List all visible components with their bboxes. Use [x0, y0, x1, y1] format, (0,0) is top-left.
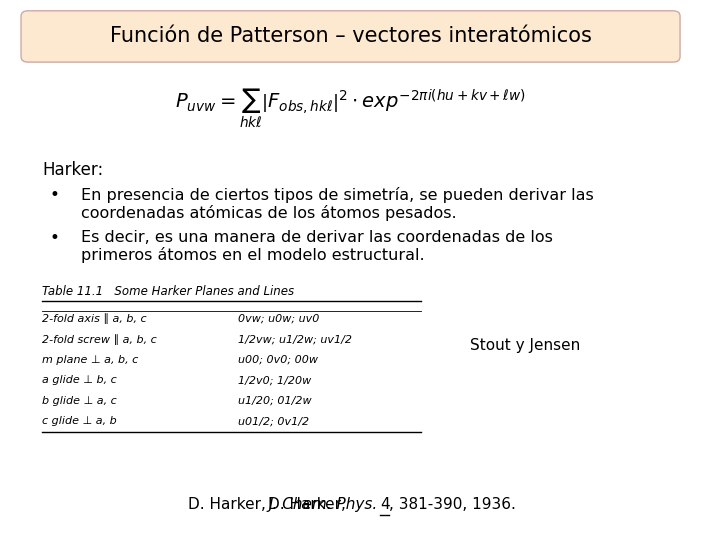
Text: 2-fold screw ∥ a, b, c: 2-fold screw ∥ a, b, c — [42, 334, 157, 345]
Text: c glide ⊥ a, b: c glide ⊥ a, b — [42, 416, 117, 426]
Text: coordenadas atómicas de los átomos pesados.: coordenadas atómicas de los átomos pesad… — [81, 205, 456, 221]
Text: u01/2; 0v1/2: u01/2; 0v1/2 — [238, 416, 310, 426]
Text: 0vw; u0w; uv0: 0vw; u0w; uv0 — [238, 314, 320, 323]
Text: Función de Patterson – vectores interatómicos: Función de Patterson – vectores interató… — [109, 25, 591, 46]
Text: 1/2v0; 1/20w: 1/2v0; 1/20w — [238, 375, 312, 385]
Text: Harker:: Harker: — [42, 161, 103, 179]
Text: D. Harker,: D. Harker, — [268, 497, 351, 512]
FancyBboxPatch shape — [21, 11, 680, 62]
Text: u1/20; 01/2w: u1/20; 01/2w — [238, 396, 312, 406]
Text: •: • — [49, 186, 59, 205]
Text: D. Harker,: D. Harker, — [188, 497, 271, 512]
Text: u00; 0v0; 00w: u00; 0v0; 00w — [238, 355, 318, 365]
Text: J. Chem. Phys.: J. Chem. Phys. — [269, 497, 378, 512]
Text: •: • — [49, 228, 59, 247]
Text: , 381-390, 1936.: , 381-390, 1936. — [390, 497, 516, 512]
Text: En presencia de ciertos tipos de simetría, se pueden derivar las: En presencia de ciertos tipos de simetrí… — [81, 187, 593, 204]
Text: Stout y Jensen: Stout y Jensen — [469, 338, 580, 353]
Text: 2-fold axis ∥ a, b, c: 2-fold axis ∥ a, b, c — [42, 313, 147, 324]
Text: b glide ⊥ a, c: b glide ⊥ a, c — [42, 396, 117, 406]
Text: primeros átomos en el modelo estructural.: primeros átomos en el modelo estructural… — [81, 247, 424, 264]
Text: 1/2vw; u1/2w; uv1/2: 1/2vw; u1/2w; uv1/2 — [238, 334, 352, 344]
Text: Es decir, es una manera de derivar las coordenadas de los: Es decir, es una manera de derivar las c… — [81, 230, 552, 245]
Text: Table 11.1   Some Harker Planes and Lines: Table 11.1 Some Harker Planes and Lines — [42, 285, 294, 298]
Text: a glide ⊥ b, c: a glide ⊥ b, c — [42, 375, 117, 385]
Text: m plane ⊥ a, b, c: m plane ⊥ a, b, c — [42, 355, 138, 365]
Text: 4: 4 — [380, 497, 390, 512]
Text: $P_{uvw} = \sum_{hk\ell} \left|F_{obs,hk\ell}\right|^2 \cdot exp^{-2\pi i(hu+kv+: $P_{uvw} = \sum_{hk\ell} \left|F_{obs,hk… — [175, 86, 526, 130]
